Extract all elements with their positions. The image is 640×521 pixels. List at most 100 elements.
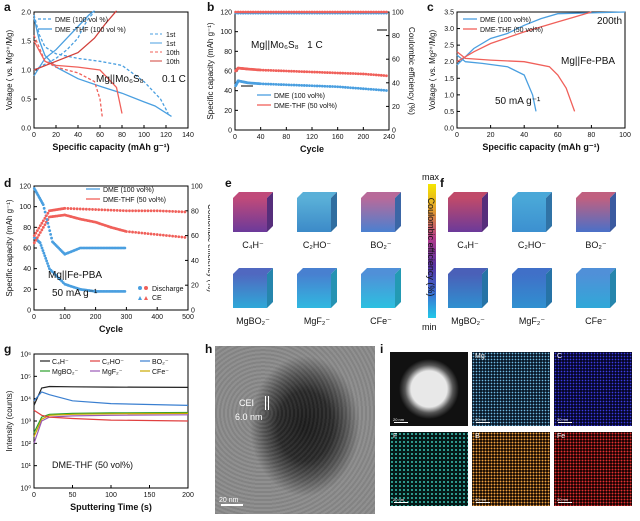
data-point bbox=[180, 210, 184, 214]
data-point bbox=[81, 207, 85, 211]
panel-b: b 0 40 80 120 160 200 240 0 20 40 60 80 100 120 0 20 40 6… bbox=[205, 0, 425, 168]
data-point bbox=[279, 69, 283, 73]
cei-marker bbox=[265, 396, 269, 410]
data-point bbox=[359, 10, 363, 14]
y-axis-label: Voltage ( vs. Mg²⁺/Mg) bbox=[5, 30, 14, 111]
data-point bbox=[66, 207, 70, 210]
marker-swatch bbox=[144, 296, 148, 300]
panel-label: e bbox=[225, 176, 232, 190]
data-point bbox=[69, 207, 73, 210]
data-point bbox=[328, 10, 332, 14]
data-point bbox=[149, 232, 153, 236]
data-point bbox=[277, 83, 281, 86]
x-tick-label: 100 bbox=[105, 492, 117, 499]
panel-label: f bbox=[440, 176, 444, 190]
data-point bbox=[333, 10, 337, 14]
data-point bbox=[385, 89, 388, 92]
data-point bbox=[385, 10, 388, 14]
data-point bbox=[318, 70, 322, 74]
series-line bbox=[33, 411, 189, 433]
data-point bbox=[45, 218, 49, 221]
data-point bbox=[72, 207, 76, 211]
eds-map-element-label: B bbox=[475, 433, 480, 440]
cube-side-face bbox=[610, 268, 616, 308]
cube-side-face bbox=[546, 268, 552, 308]
x-tick-label: 0 bbox=[32, 492, 36, 499]
data-point bbox=[279, 83, 283, 86]
data-point bbox=[40, 246, 44, 250]
data-point bbox=[305, 84, 309, 87]
data-point bbox=[38, 241, 42, 245]
data-point bbox=[183, 210, 187, 214]
data-point bbox=[333, 71, 337, 75]
cube-species-label: C₂HO⁻ bbox=[302, 240, 332, 250]
data-point bbox=[42, 206, 46, 210]
eds-map-tile: B 20 nm bbox=[472, 432, 550, 506]
data-point bbox=[143, 231, 147, 235]
data-point bbox=[338, 10, 342, 14]
data-point bbox=[351, 10, 355, 14]
y-tick-label: 40 bbox=[224, 88, 232, 95]
tof-sims-cube bbox=[233, 268, 273, 308]
eds-map-tile: F 20 nm bbox=[390, 432, 468, 506]
y-tick-label: 3.0 bbox=[444, 26, 454, 33]
data-point bbox=[161, 209, 165, 213]
marker-swatch bbox=[138, 296, 142, 300]
legend-label: DME (100 vol %) bbox=[55, 17, 108, 24]
data-point bbox=[277, 69, 281, 73]
cube-front-face bbox=[361, 198, 395, 232]
data-point bbox=[109, 208, 113, 212]
legend-label: BO₂⁻ bbox=[152, 359, 169, 366]
data-point bbox=[88, 207, 91, 211]
data-point bbox=[361, 87, 365, 91]
legend-label: CFe⁻ bbox=[152, 369, 169, 376]
tof-sims-cube bbox=[448, 192, 488, 232]
data-point bbox=[174, 235, 178, 238]
panel-label: c bbox=[427, 0, 434, 14]
data-point bbox=[297, 10, 301, 14]
cei-label: CEI bbox=[239, 398, 255, 408]
data-point bbox=[356, 86, 360, 90]
x-tick-label: 300 bbox=[121, 314, 133, 321]
data-point bbox=[323, 10, 327, 14]
data-point bbox=[346, 86, 350, 89]
data-point bbox=[374, 10, 378, 14]
data-point bbox=[261, 82, 265, 86]
colorbar-gradient bbox=[428, 184, 436, 318]
data-point bbox=[137, 209, 141, 213]
data-point bbox=[244, 10, 248, 14]
y-tick-label: 10⁰ bbox=[20, 485, 31, 493]
cube-side-face bbox=[610, 192, 616, 232]
data-point bbox=[346, 10, 350, 14]
data-point bbox=[369, 87, 373, 91]
data-point bbox=[356, 72, 360, 76]
data-point bbox=[367, 72, 370, 76]
data-point bbox=[313, 84, 316, 88]
x-tick-label: 60 bbox=[554, 132, 562, 139]
data-point bbox=[328, 71, 332, 75]
data-point bbox=[277, 10, 281, 14]
data-point bbox=[134, 230, 138, 234]
legend-label: C₄H⁻ bbox=[52, 359, 69, 366]
y2-tick-label: 20 bbox=[191, 283, 199, 290]
data-point bbox=[308, 10, 311, 14]
x-tick-label: 200 bbox=[90, 314, 102, 321]
data-point bbox=[338, 71, 342, 75]
data-point bbox=[374, 88, 378, 92]
data-point bbox=[161, 233, 165, 237]
x-tick-label: 80 bbox=[282, 134, 290, 141]
cube-side-face bbox=[482, 192, 488, 232]
data-point bbox=[318, 84, 322, 88]
cycle-legend-label: 10th bbox=[166, 59, 180, 66]
data-point bbox=[313, 70, 316, 74]
data-point bbox=[341, 10, 345, 14]
data-point bbox=[369, 73, 373, 76]
x-tick-label: 150 bbox=[144, 492, 156, 499]
data-point bbox=[41, 225, 45, 229]
data-point bbox=[63, 206, 67, 210]
cube-species-label: C₄H⁻ bbox=[242, 240, 264, 250]
cube-front-face bbox=[576, 274, 610, 308]
panel-d: d 0 100 200 300 400 500 0 20 40 60 80 100 120 0 20 40 60… bbox=[0, 176, 215, 338]
data-point bbox=[168, 234, 171, 238]
eds-scalebar bbox=[558, 502, 572, 503]
